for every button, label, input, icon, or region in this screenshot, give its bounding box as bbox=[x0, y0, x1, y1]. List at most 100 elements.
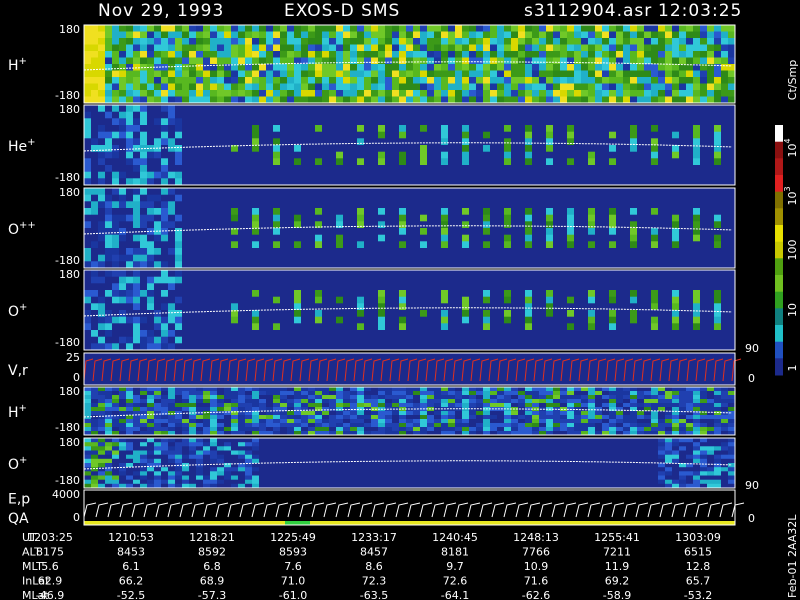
spectrogram-cell bbox=[672, 96, 679, 104]
spectrogram-cell bbox=[518, 343, 525, 351]
spectrogram-cell bbox=[322, 415, 329, 420]
spectrogram-cell bbox=[511, 214, 518, 222]
spectrogram-cell bbox=[693, 165, 700, 173]
spectrogram-cell bbox=[259, 25, 266, 32]
spectrogram-cell bbox=[336, 171, 343, 179]
spectrogram-cell bbox=[371, 241, 378, 249]
spectrogram-cell bbox=[511, 188, 518, 196]
spectrogram-cell bbox=[238, 323, 245, 331]
spectrogram-cell bbox=[679, 158, 686, 166]
spectrogram-cell bbox=[154, 77, 161, 84]
spectrogram-cell bbox=[574, 296, 581, 304]
spectrogram-cell bbox=[399, 178, 406, 186]
spectrogram-cell bbox=[154, 419, 161, 424]
spectrogram-cell bbox=[497, 336, 504, 344]
spectrogram-cell bbox=[140, 407, 147, 412]
spectrogram-cell bbox=[329, 96, 336, 104]
spectrogram-cell bbox=[112, 171, 119, 179]
spectrogram-cell bbox=[476, 118, 483, 126]
spectrogram-cell bbox=[644, 290, 651, 298]
spectrogram-cell bbox=[560, 111, 567, 119]
spectrogram-cell bbox=[525, 188, 532, 196]
spectrogram-cell bbox=[308, 415, 315, 420]
spectrogram-cell bbox=[539, 38, 546, 45]
spectrogram-cell bbox=[133, 70, 140, 78]
spectrogram-cell bbox=[637, 316, 644, 324]
spectrogram-cell bbox=[273, 194, 280, 202]
spectrogram-cell bbox=[210, 283, 217, 291]
spectrogram-cell bbox=[294, 283, 301, 291]
spectrogram-cell bbox=[483, 261, 490, 269]
spectrogram-cell bbox=[350, 145, 357, 153]
spectrogram-cell bbox=[532, 208, 539, 216]
spectrogram-cell bbox=[357, 77, 364, 84]
spectrogram-cell bbox=[315, 276, 322, 284]
spectrogram-cell bbox=[721, 270, 728, 278]
spectrogram-cell bbox=[581, 336, 588, 344]
spectrogram-cell bbox=[518, 248, 525, 256]
spectrogram-cell bbox=[182, 77, 189, 84]
spectrogram-cell bbox=[637, 38, 644, 45]
spectrogram-cell bbox=[294, 234, 301, 242]
spectrogram-cell bbox=[532, 138, 539, 146]
spectrogram-cell bbox=[203, 90, 210, 97]
spectrogram-cell bbox=[112, 391, 119, 396]
spectrogram-cell bbox=[91, 208, 98, 216]
spectrogram-cell bbox=[238, 105, 245, 113]
spectrogram-cell bbox=[315, 118, 322, 126]
spectrogram-cell bbox=[567, 151, 574, 159]
spectrogram-cell bbox=[658, 138, 665, 146]
spectrogram-cell bbox=[476, 178, 483, 186]
spectrogram-cell bbox=[126, 399, 133, 404]
spectrogram-cell bbox=[658, 228, 665, 236]
spectrogram-cell bbox=[119, 316, 126, 324]
spectrogram-cell bbox=[455, 96, 462, 104]
spectrogram-cell bbox=[567, 83, 574, 91]
spectrogram-cell bbox=[609, 261, 616, 269]
spectrogram-cell bbox=[224, 158, 231, 166]
spectrogram-cell bbox=[329, 171, 336, 179]
spectrogram-cell bbox=[161, 194, 168, 202]
spectrogram-cell bbox=[434, 194, 441, 202]
spectrogram-cell bbox=[665, 234, 672, 242]
spectrogram-cell bbox=[84, 64, 91, 71]
spectrogram-cell bbox=[273, 254, 280, 262]
spectrogram-cell bbox=[665, 194, 672, 202]
spectrogram-cell bbox=[238, 343, 245, 351]
spectrogram-cell bbox=[280, 431, 287, 436]
spectrogram-cell bbox=[665, 178, 672, 186]
spectrogram-cell bbox=[287, 125, 294, 133]
spectrogram-cell bbox=[679, 330, 686, 338]
spectrogram-cell bbox=[203, 25, 210, 32]
spectrogram-cell bbox=[553, 343, 560, 351]
spectrogram-cell bbox=[644, 241, 651, 249]
spectrogram-cell bbox=[658, 178, 665, 186]
spectrogram-cell bbox=[266, 31, 273, 39]
spectrogram-cell bbox=[525, 208, 532, 216]
spectrogram-cell bbox=[105, 411, 112, 416]
spectrogram-cell bbox=[189, 241, 196, 249]
spectrogram-cell bbox=[497, 178, 504, 186]
spectrogram-cell bbox=[714, 330, 721, 338]
spectrogram-cell bbox=[693, 96, 700, 104]
spectrogram-cell bbox=[504, 31, 511, 39]
spectrogram-cell bbox=[336, 194, 343, 202]
spectrogram-cell bbox=[644, 51, 651, 58]
spectrogram-cell bbox=[126, 221, 133, 229]
spectrogram-cell bbox=[252, 323, 259, 331]
spectrogram-cell bbox=[644, 228, 651, 236]
spectrogram-cell bbox=[182, 403, 189, 408]
spectrogram-cell bbox=[525, 296, 532, 304]
spectrogram-cell bbox=[140, 431, 147, 436]
spectrogram-cell bbox=[308, 391, 315, 396]
spectrogram-cell bbox=[280, 387, 287, 392]
spectrogram-cell bbox=[448, 248, 455, 256]
spectrogram-cell bbox=[455, 296, 462, 304]
spectrogram-cell bbox=[490, 241, 497, 249]
spectrogram-cell bbox=[175, 419, 182, 424]
spectrogram-cell bbox=[399, 261, 406, 269]
spectrogram-cell bbox=[238, 303, 245, 311]
spectrogram-cell bbox=[287, 131, 294, 139]
spectrogram-cell bbox=[238, 96, 245, 104]
spectrogram-cell bbox=[343, 178, 350, 186]
